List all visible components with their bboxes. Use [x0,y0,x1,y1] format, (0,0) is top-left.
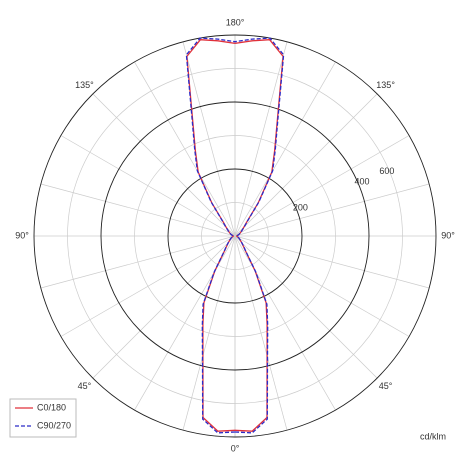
r-tick-label: 600 [379,166,394,176]
curve [234,37,285,434]
unit-label: cd/klm [420,431,446,441]
angle-label: 135° [75,80,94,90]
curve [186,39,236,432]
major-circle [100,101,370,371]
angle-label: 90° [15,230,29,240]
legend-label: C0/180 [37,402,66,412]
angle-label: 45° [78,381,92,391]
angle-label: 90° [441,230,455,240]
major-circle [33,34,437,438]
curve [185,37,236,434]
angle-label: 135° [376,80,395,90]
legend-label: C90/270 [37,420,71,430]
major-circle [167,168,303,304]
minor-circle [201,202,269,270]
r-tick-label: 200 [293,203,308,213]
angle-label: 45° [379,381,393,391]
angle-label: 0° [231,443,240,453]
minor-circle [134,135,336,337]
r-tick-label: 400 [355,176,370,186]
legend-box [9,398,77,438]
curve [234,39,284,432]
angle-label: 180° [226,17,245,27]
minor-circle [67,68,403,404]
